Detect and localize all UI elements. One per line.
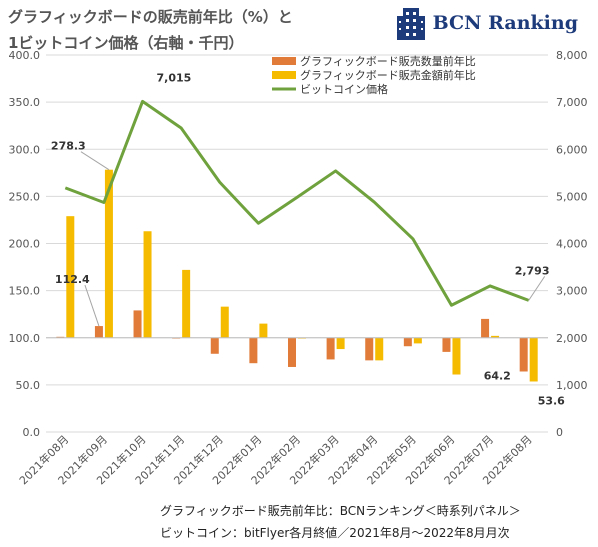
label-leader-line [80,151,110,171]
bcn-building-icon [396,8,425,40]
bar-amount [220,306,229,338]
source-note-1: グラフィックボード販売前年比：BCNランキング＜時系列パネル＞ [160,504,521,518]
data-label: 112.4 [55,273,90,286]
y-left-tick-label: 100.0 [9,332,41,345]
y-left-tick-label: 150.0 [9,285,41,298]
legend-swatch [272,71,296,79]
bar-amount [66,216,75,338]
brand-name: BCN Ranking [432,12,578,34]
legend-label: グラフィックボード販売数量前年比 [300,54,476,68]
bar-quantity [94,326,103,338]
bar-amount [529,337,538,382]
data-label: 53.6 [538,394,565,407]
legend-label: ビットコイン価格 [300,82,388,96]
label-leader-line [84,284,100,327]
bar-amount [336,337,345,350]
y-right-tick-label: 1,000 [556,379,588,392]
bar-amount [452,337,461,375]
bar-quantity [249,337,258,364]
bar-quantity [288,337,296,367]
y-right-tick-label: 7,000 [556,96,588,109]
y-left-tick-label: 200.0 [9,238,41,251]
bar-quantity [481,318,490,338]
bar-amount [375,337,384,361]
data-label: 7,015 [157,71,192,84]
legend-swatch [272,57,296,65]
y-right-tick-label: 8,000 [556,49,588,62]
data-label: 64.2 [484,369,511,382]
y-right-tick-label: 2,000 [556,332,588,345]
bar-quantity [442,337,451,352]
y-right-tick-label: 0 [556,426,563,439]
bar-quantity [326,337,335,360]
bar-quantity [210,337,219,354]
legend-label: グラフィックボード販売金額前年比 [300,68,476,82]
data-label: 278.3 [51,140,86,153]
bar-amount [259,323,268,338]
bar-amount [182,269,191,338]
chart-title-line2: 1ビットコイン価格（右軸・千円） [8,34,244,52]
y-left-tick-label: 350.0 [9,96,41,109]
label-leader-line [528,276,546,301]
y-right-tick-label: 3,000 [556,285,588,298]
bar-amount [413,337,422,344]
bar-quantity [365,337,374,361]
source-note-2: ビットコイン：bitFlyer各月終値／2021年8月～2022年8月月次 [160,526,510,540]
bar-quantity [519,337,528,372]
y-right-tick-label: 5,000 [556,190,588,203]
y-left-tick-label: 300.0 [9,143,41,156]
y-left-tick-label: 50.0 [16,379,41,392]
y-left-tick-label: 0.0 [23,426,41,439]
y-right-tick-label: 6,000 [556,143,588,156]
y-left-tick-label: 250.0 [9,190,41,203]
y-right-tick-label: 4,000 [556,238,588,251]
brand-logo: BCN Ranking [395,6,578,40]
chart-title: グラフィックボードの販売前年比（%）と 1ビットコイン価格（右軸・千円） [8,4,293,56]
bitcoin-price-line [64,99,530,307]
bar-amount [104,169,113,338]
y-left-tick-label: 400.0 [9,49,41,62]
chart-title-line1: グラフィックボードの販売前年比（%）と [8,8,293,26]
bar-quantity [403,337,412,347]
bar-amount [491,335,500,338]
bar-amount [143,231,152,338]
data-label: 2,793 [515,264,550,277]
bar-quantity [133,310,142,338]
